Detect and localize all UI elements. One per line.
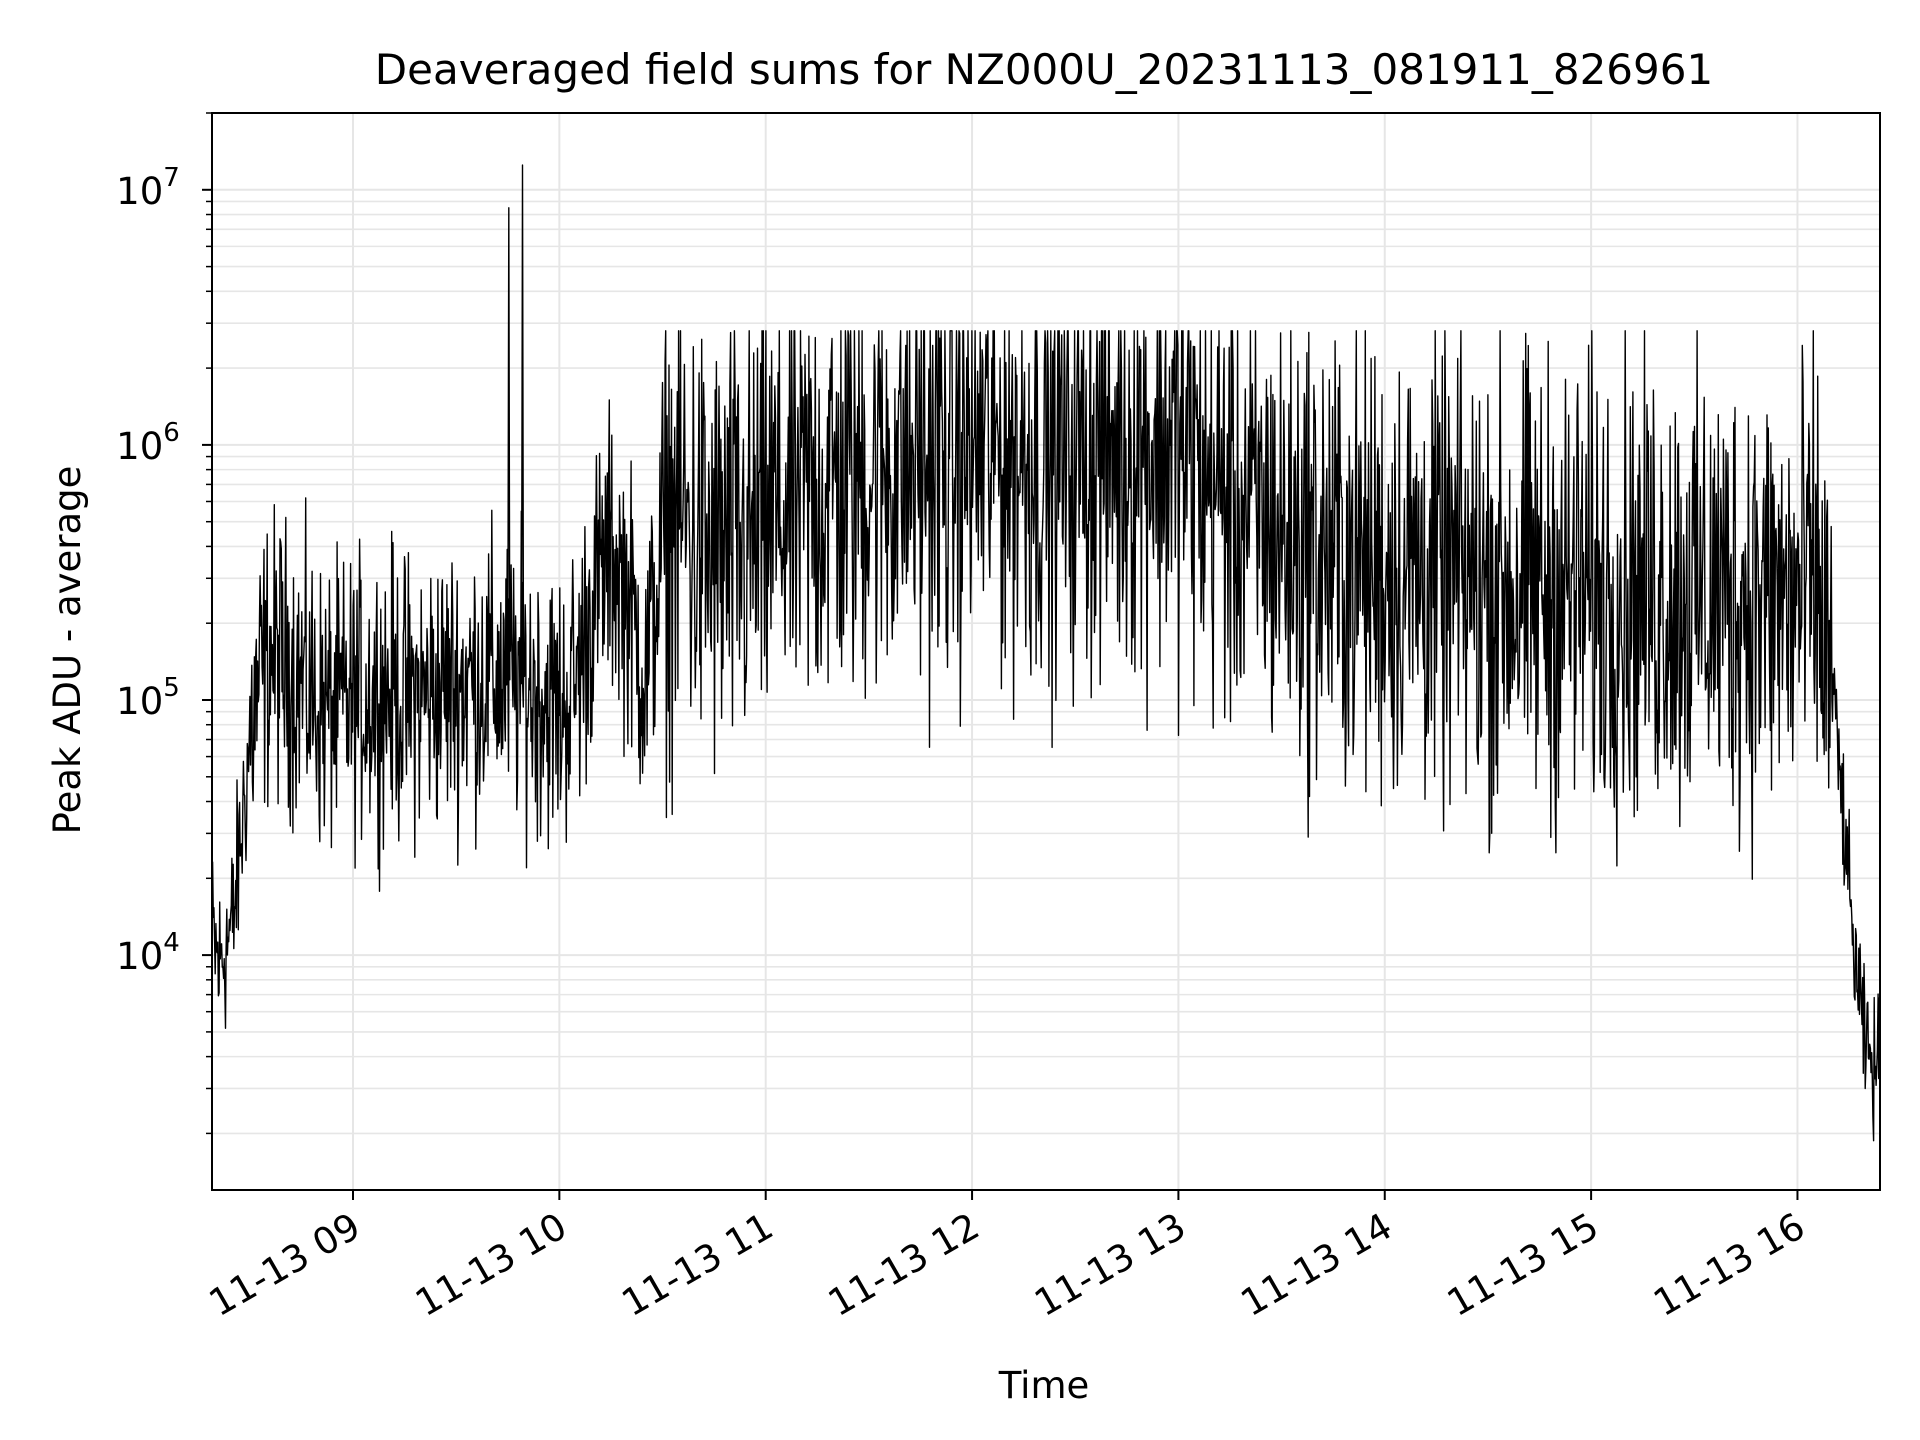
y-axis-label: Peak ADU - average xyxy=(46,466,89,835)
x-tick-label: 11-13 09 xyxy=(202,1205,368,1325)
x-axis-label: Time xyxy=(998,1364,1090,1407)
chart-title: Deaveraged field sums for NZ000U_2023111… xyxy=(375,45,1713,94)
y-tick-label: 107 xyxy=(116,163,180,213)
plot-frame xyxy=(211,112,1881,1191)
y-tick-label: 105 xyxy=(116,673,180,723)
y-axis: 104 105 106 107 xyxy=(116,112,212,1135)
data-series xyxy=(211,164,1881,1142)
y-tick-label: 106 xyxy=(116,418,180,468)
x-axis: 11-13 09 11-13 10 11-13 11 11-13 12 11-13 13… xyxy=(202,1190,1812,1325)
series-line xyxy=(211,164,1881,1142)
x-tick-label: 11-13 11 xyxy=(615,1205,781,1325)
x-tick-label: 11-13 13 xyxy=(1027,1205,1193,1325)
x-tick-label: 11-13 15 xyxy=(1440,1205,1606,1325)
x-tick-label: 11-13 12 xyxy=(821,1205,987,1325)
x-tick-label: 11-13 14 xyxy=(1234,1205,1400,1325)
x-tick-label: 11-13 16 xyxy=(1646,1205,1812,1325)
y-tick-label: 104 xyxy=(116,928,180,978)
x-tick-label: 11-13 10 xyxy=(408,1205,574,1325)
